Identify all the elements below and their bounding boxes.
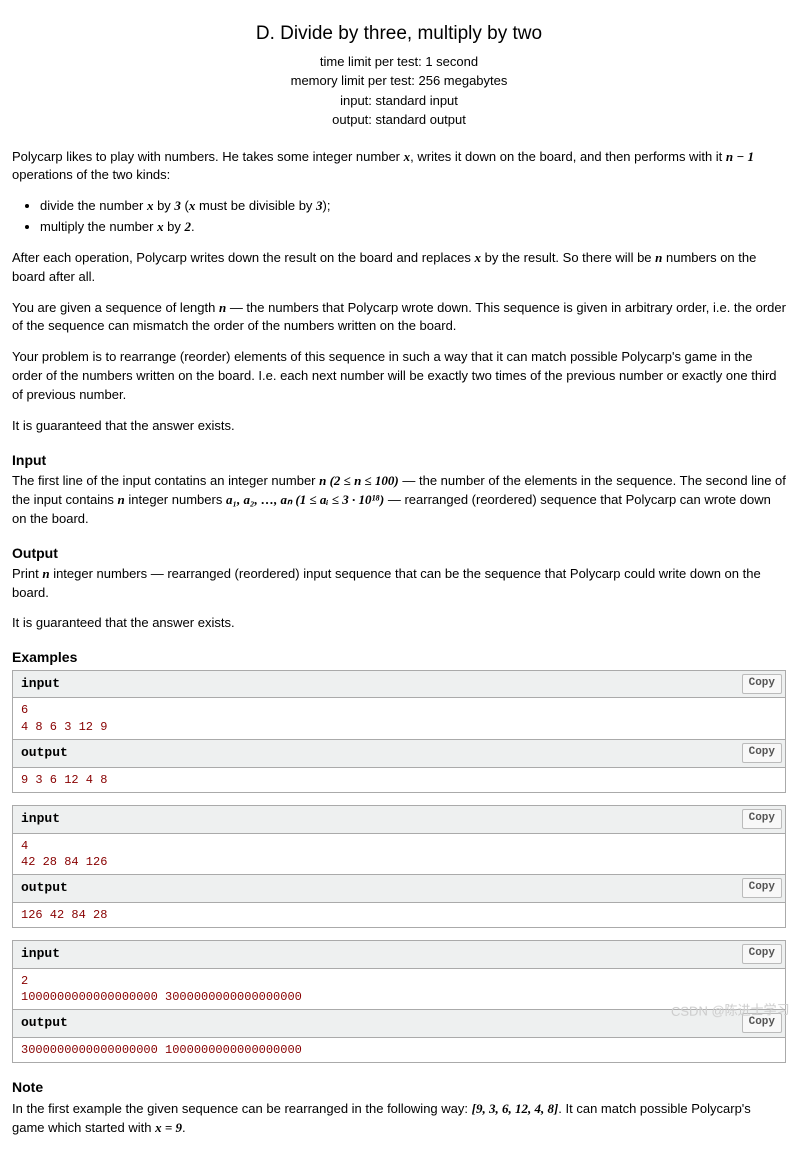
output-header: output Copy bbox=[12, 1010, 786, 1038]
output-header: output Copy bbox=[12, 875, 786, 903]
input-heading: Input bbox=[12, 450, 786, 470]
input-body: 4 42 28 84 126 bbox=[12, 834, 786, 875]
copy-button[interactable]: Copy bbox=[742, 809, 782, 829]
output-body: 9 3 6 12 4 8 bbox=[12, 768, 786, 793]
output-header: output Copy bbox=[12, 740, 786, 768]
operations-list: divide the number x by 3 (x must be divi… bbox=[12, 197, 786, 237]
op-multiply: multiply the number x by 2. bbox=[40, 218, 786, 237]
limits-block: time limit per test: 1 second memory lim… bbox=[12, 52, 786, 130]
input-file: input: standard input bbox=[12, 91, 786, 111]
copy-button[interactable]: Copy bbox=[742, 674, 782, 694]
input-body: 2 1000000000000000000 300000000000000000… bbox=[12, 969, 786, 1010]
output-spec-2: It is guaranteed that the answer exists. bbox=[12, 614, 786, 633]
input-header: input Copy bbox=[12, 940, 786, 969]
copy-button[interactable]: Copy bbox=[742, 743, 782, 763]
example-2: input Copy 4 42 28 84 126 output Copy 12… bbox=[12, 805, 786, 928]
copy-button[interactable]: Copy bbox=[742, 878, 782, 898]
statement-para-2: After each operation, Polycarp writes do… bbox=[12, 249, 786, 287]
input-spec: The first line of the input contatins an… bbox=[12, 472, 786, 529]
input-body: 6 4 8 6 3 12 9 bbox=[12, 698, 786, 739]
statement-para-4: Your problem is to rearrange (reorder) e… bbox=[12, 348, 786, 405]
copy-button[interactable]: Copy bbox=[742, 1013, 782, 1033]
output-file: output: standard output bbox=[12, 110, 786, 130]
note-text: In the first example the given sequence … bbox=[12, 1100, 786, 1138]
examples-heading: Examples bbox=[12, 647, 786, 667]
op-divide: divide the number x by 3 (x must be divi… bbox=[40, 197, 786, 216]
input-header: input Copy bbox=[12, 805, 786, 834]
output-spec-1: Print n integer numbers — rearranged (re… bbox=[12, 565, 786, 603]
output-body: 3000000000000000000 1000000000000000000 bbox=[12, 1038, 786, 1063]
statement-para-5: It is guaranteed that the answer exists. bbox=[12, 417, 786, 436]
output-heading: Output bbox=[12, 543, 786, 563]
note-heading: Note bbox=[12, 1077, 786, 1097]
output-body: 126 42 84 28 bbox=[12, 903, 786, 928]
copy-button[interactable]: Copy bbox=[742, 944, 782, 964]
input-header: input Copy bbox=[12, 670, 786, 699]
statement-para-1: Polycarp likes to play with numbers. He … bbox=[12, 148, 786, 186]
statement-para-3: You are given a sequence of length n — t… bbox=[12, 299, 786, 337]
example-3: input Copy 2 1000000000000000000 3000000… bbox=[12, 940, 786, 1063]
time-limit: time limit per test: 1 second bbox=[12, 52, 786, 72]
example-1: input Copy 6 4 8 6 3 12 9 output Copy 9 … bbox=[12, 670, 786, 793]
memory-limit: memory limit per test: 256 megabytes bbox=[12, 71, 786, 91]
problem-title: D. Divide by three, multiply by two bbox=[12, 20, 786, 48]
